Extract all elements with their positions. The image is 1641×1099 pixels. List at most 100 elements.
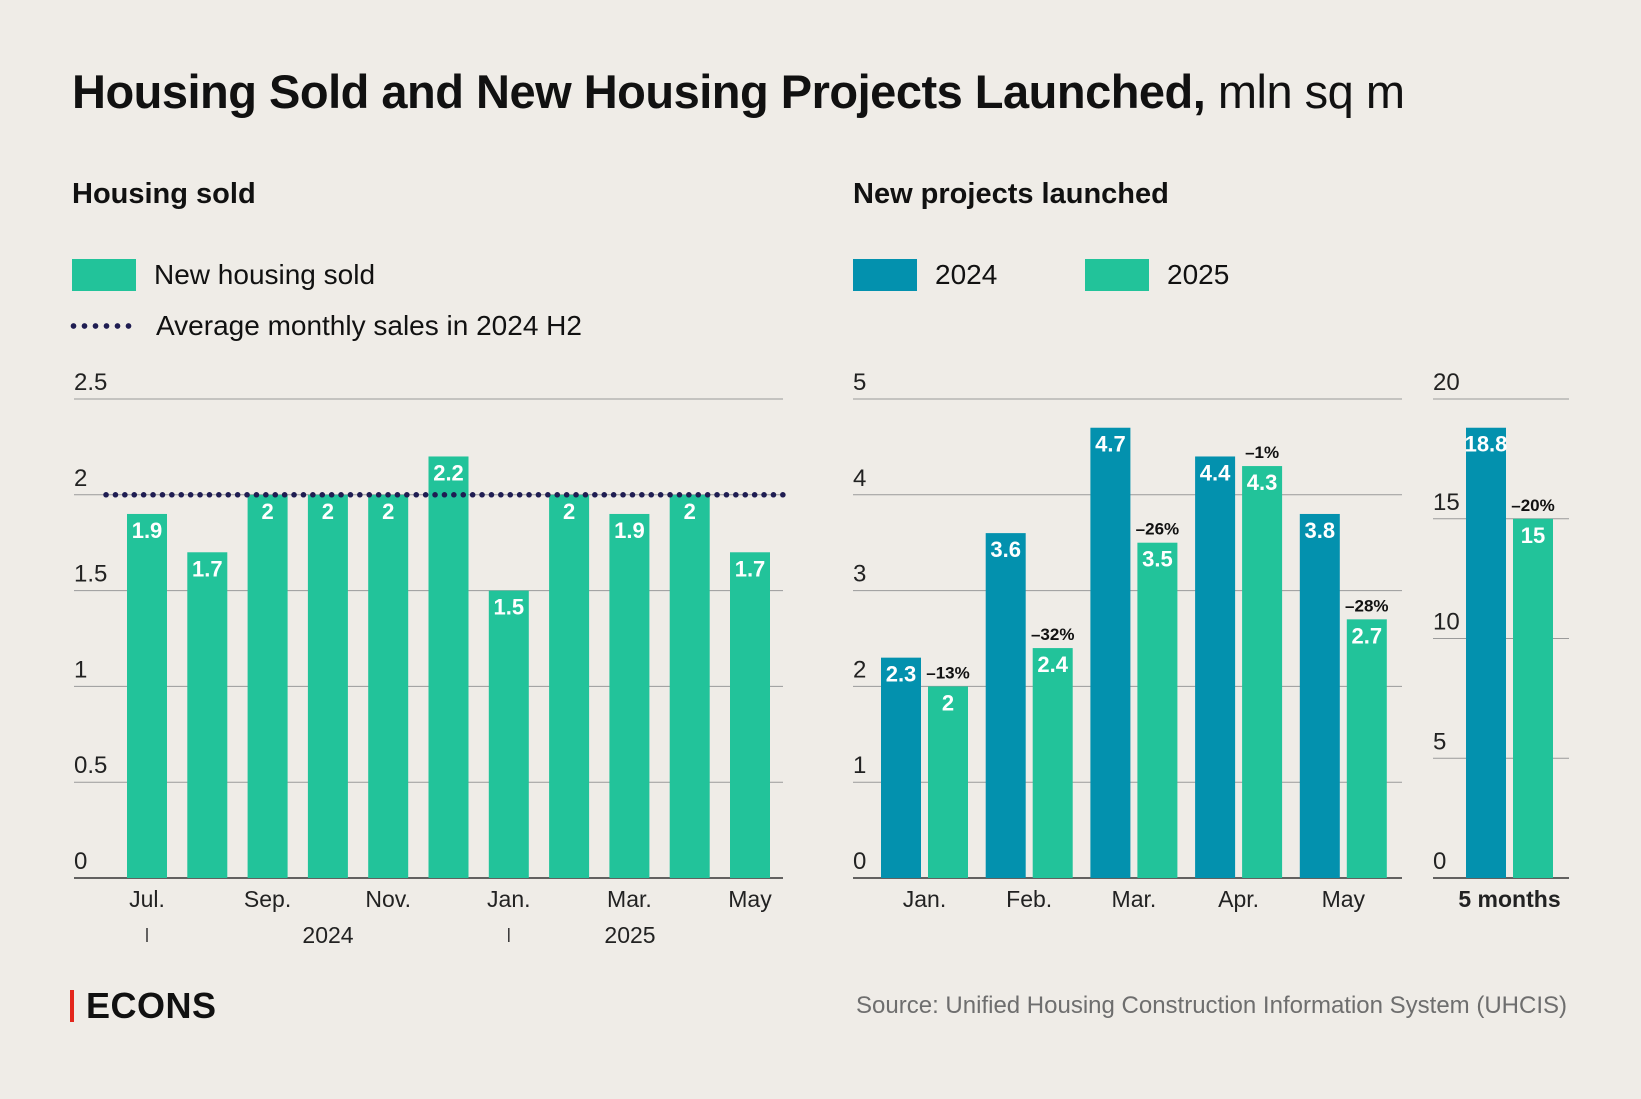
sold-value-label: 2 (261, 499, 273, 524)
launched-bar-2024 (1090, 427, 1131, 878)
sold-value-label: 2 (382, 499, 394, 524)
launched-xtick-label: Jan. (903, 886, 946, 912)
legend-2025: 2025 (1085, 259, 1229, 291)
legend-label-line: Average monthly sales in 2024 H2 (156, 310, 582, 341)
launched-value-label: 2.3 (886, 662, 917, 687)
legend-label-2024: 2024 (935, 259, 998, 290)
sold-ytick-label: 0.5 (74, 752, 107, 779)
legend-2024: 2024 (853, 259, 997, 291)
right-chart-subtitle: New projects launched (853, 178, 1169, 210)
legend-label-bars: New housing sold (154, 259, 376, 290)
total-value-label: 15 (1521, 523, 1545, 548)
launched-value-label: 2.7 (1352, 623, 1383, 648)
sold-ytick-label: 1 (74, 656, 87, 683)
year-label-2024: 2024 (302, 922, 353, 948)
legend-dotted-line (68, 323, 136, 329)
sold-ytick-label: 0 (74, 848, 87, 875)
total-ytick-label: 15 (1433, 489, 1460, 516)
launched-ytick-label: 2 (853, 656, 866, 683)
launched-bar-2025 (1242, 466, 1283, 878)
sold-bar (307, 494, 348, 878)
sold-xtick-label: Sep. (244, 886, 291, 912)
legend-label-2025: 2025 (1167, 259, 1230, 290)
launched-change-label: –13% (926, 663, 969, 682)
sold-value-label: 2 (684, 499, 696, 524)
sold-bar (730, 552, 770, 878)
sold-value-label: 1.9 (614, 518, 645, 543)
sold-bar (368, 494, 409, 878)
launched-ytick-label: 3 (853, 561, 866, 588)
brand-name: ECONS (86, 985, 217, 1026)
launched-xtick-label: May (1322, 886, 1366, 912)
sold-xtick-label: Mar. (607, 886, 652, 912)
sold-value-label: 1.5 (494, 595, 525, 620)
title-unit: mln sq m (1217, 65, 1405, 118)
launched-value-label: 2.4 (1037, 652, 1068, 677)
launched-change-label: –1% (1245, 443, 1279, 462)
total-ytick-label: 0 (1433, 848, 1446, 875)
launched-xtick-label: Feb. (1006, 886, 1052, 912)
sold-xtick-label: Jan. (487, 886, 530, 912)
sold-bar (247, 494, 288, 878)
logo-red-bar (70, 990, 74, 1022)
launched-ytick-label: 4 (853, 465, 866, 492)
sold-ytick-label: 2.5 (74, 369, 107, 396)
total-value-label: 18.8 (1465, 432, 1508, 457)
legend-swatch-green-2025 (1085, 259, 1149, 291)
legend-swatch-green (72, 259, 136, 291)
total-change-label: –20% (1511, 496, 1554, 515)
launched-value-label: 3.5 (1142, 547, 1173, 572)
total-bar-2025 (1513, 518, 1553, 878)
launched-bar-2024 (985, 533, 1026, 878)
launched-bar-2024 (1299, 513, 1340, 878)
chart-title: Housing Sold and New Housing Projects La… (72, 64, 1405, 119)
launched-ytick-label: 5 (853, 369, 866, 396)
title-main: Housing Sold and New Housing Projects La… (72, 65, 1206, 118)
total-ytick-label: 20 (1433, 369, 1460, 396)
launched-bar-2025 (1137, 542, 1178, 878)
year-label-2025: 2025 (604, 922, 655, 948)
launched-value-label: 2 (942, 690, 954, 715)
launched-ytick-label: 1 (853, 752, 866, 779)
launched-bar-2025 (1346, 619, 1387, 878)
launched-value-label: 4.3 (1247, 470, 1278, 495)
launched-value-label: 4.4 (1200, 460, 1231, 485)
total-bar-2024 (1466, 427, 1506, 878)
total-ytick-label: 5 (1433, 728, 1446, 755)
launched-change-label: –32% (1031, 625, 1074, 644)
sold-ytick-label: 2 (74, 465, 87, 492)
legend-swatch-teal (853, 259, 917, 291)
launched-xtick-label: Mar. (1112, 886, 1157, 912)
sold-value-label: 1.7 (735, 556, 766, 581)
sold-value-label: 2 (322, 499, 334, 524)
econs-logo: ECONS (70, 985, 217, 1027)
launched-bar-2025 (1032, 648, 1073, 878)
launched-change-label: –28% (1345, 596, 1388, 615)
sold-value-label: 1.7 (192, 556, 223, 581)
sold-bar (669, 494, 710, 878)
sold-bar (428, 456, 469, 878)
launched-bar-2025 (928, 686, 968, 878)
sold-bar (488, 590, 529, 878)
launched-bar-2024 (1195, 456, 1236, 878)
launched-ytick-label: 0 (853, 848, 866, 875)
sold-bar (549, 494, 590, 878)
total-ytick-label: 10 (1433, 609, 1460, 636)
left-chart-subtitle: Housing sold (72, 178, 256, 210)
sold-ytick-label: 1.5 (74, 561, 107, 588)
launched-value-label: 3.8 (1305, 518, 1336, 543)
sold-value-label: 2.2 (433, 460, 464, 485)
sold-xtick-label: Jul. (129, 886, 165, 912)
sold-xtick-label: Nov. (365, 886, 411, 912)
sold-value-label: 1.9 (132, 518, 163, 543)
legend-average-line: Average monthly sales in 2024 H2 (68, 310, 582, 342)
legend-new-housing-sold: New housing sold (72, 259, 375, 291)
launched-change-label: –26% (1136, 520, 1179, 539)
total-xtick-label: 5 months (1458, 886, 1560, 912)
launched-value-label: 4.7 (1095, 432, 1126, 457)
sold-bar (127, 513, 167, 878)
sold-bar (609, 513, 650, 878)
sold-bar (187, 552, 228, 878)
launched-value-label: 3.6 (990, 537, 1021, 562)
